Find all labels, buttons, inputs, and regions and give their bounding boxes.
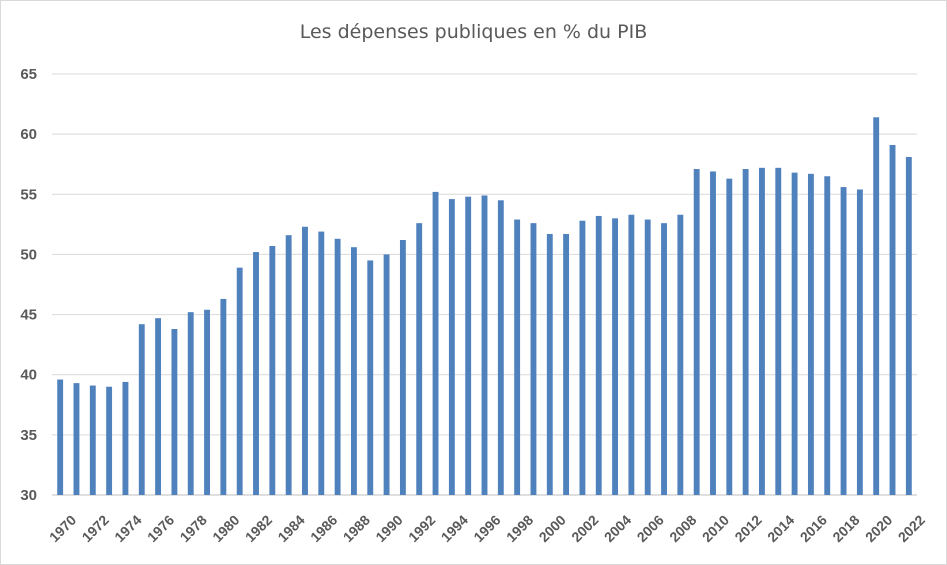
bar-1993	[432, 191, 439, 495]
x-tick-label: 1980	[209, 512, 242, 545]
y-tick-label: 45	[20, 307, 37, 324]
bar-1992	[416, 223, 423, 495]
chart-title: Les dépenses publiques en % du PIB	[299, 21, 648, 43]
x-tick-label: 2010	[699, 512, 732, 545]
x-tick-label: 1974	[111, 512, 144, 545]
x-tick-label: 2022	[895, 512, 928, 545]
bar-2005	[628, 214, 635, 495]
y-tick-label: 60	[20, 126, 37, 143]
y-tick-label: 50	[20, 246, 37, 263]
y-tick-label: 30	[20, 487, 37, 504]
x-tick-label: 1992	[405, 512, 438, 545]
bar-2013	[759, 167, 765, 495]
x-tick-label: 2002	[568, 512, 601, 545]
bar-2010	[710, 171, 716, 495]
bar-1997	[497, 200, 504, 496]
bar-2011	[726, 178, 733, 496]
bar-1999	[530, 223, 537, 495]
bar-1971	[73, 383, 80, 495]
x-tick-label: 2008	[666, 512, 699, 545]
y-tick-label: 65	[20, 66, 37, 83]
bar-2017	[824, 176, 831, 495]
x-tick-label: 2012	[731, 512, 764, 545]
x-axis-ticks: 1970 1972 1974 1976 1978 1980 1982 1984 1986 1988…	[46, 512, 928, 545]
y-axis-ticks: 30 35 40 45 50 55 60 65	[20, 66, 37, 504]
bar-2018	[840, 187, 847, 495]
bar-1994	[448, 199, 455, 495]
x-tick-label: 2000	[536, 512, 569, 545]
bar-1979	[204, 309, 210, 495]
x-tick-label: 1998	[503, 512, 536, 545]
bar-2001	[563, 233, 570, 496]
bar-2019	[856, 189, 863, 495]
bar-2007	[661, 223, 667, 495]
x-tick-label: 1988	[340, 512, 373, 545]
x-tick-label: 2016	[797, 512, 830, 545]
x-tick-label: 1970	[46, 512, 79, 545]
bar-1985	[302, 226, 308, 495]
bar-1996	[481, 195, 488, 495]
bar-1980	[220, 298, 227, 495]
bar-1990	[383, 254, 390, 495]
y-tick-label: 40	[20, 367, 37, 384]
x-tick-label: 1990	[372, 512, 405, 545]
bar-1987	[334, 238, 341, 495]
bar-2008	[677, 214, 684, 495]
x-tick-label: 1982	[242, 512, 275, 545]
bar-1976	[155, 318, 162, 495]
x-tick-label: 2004	[601, 512, 634, 545]
bar-2006	[644, 219, 651, 495]
x-tick-label: 1984	[274, 512, 307, 545]
bar-2000	[546, 233, 553, 496]
bar-1977	[171, 329, 178, 495]
bar-2021	[889, 144, 896, 495]
bar-2016	[807, 173, 814, 495]
x-tick-label: 1986	[307, 512, 340, 545]
bar-1991	[399, 239, 406, 495]
x-tick-label: 2020	[862, 512, 895, 545]
x-tick-label: 2018	[829, 512, 862, 545]
bar-2020	[873, 117, 880, 495]
x-tick-label: 1972	[79, 512, 112, 545]
x-tick-label: 1978	[177, 512, 210, 545]
x-tick-label: 2014	[764, 512, 797, 545]
bar-1970	[57, 379, 64, 495]
bar-1984	[285, 235, 292, 495]
x-tick-label: 1994	[438, 512, 471, 545]
bar-1974	[122, 381, 129, 495]
bar-1972	[89, 385, 96, 495]
y-tick-label: 55	[20, 186, 37, 203]
bar-2009	[693, 169, 700, 496]
y-tick-label: 35	[20, 427, 37, 444]
bar-1998	[514, 219, 521, 495]
bar-2003	[595, 215, 602, 496]
x-tick-label: 1976	[144, 512, 177, 545]
bar-2015	[791, 172, 798, 496]
bar-2012	[742, 169, 749, 496]
bar-1995	[465, 196, 472, 496]
bars	[57, 117, 912, 496]
bar-1983	[269, 246, 276, 495]
bar-2002	[579, 220, 586, 495]
bar-2004	[612, 218, 619, 496]
bar-1989	[367, 260, 374, 495]
bar-1973	[106, 386, 113, 495]
bar-1978	[187, 312, 194, 495]
bar-1981	[236, 267, 243, 495]
bar-1982	[253, 252, 259, 495]
x-tick-label: 1996	[470, 512, 503, 545]
bar-2022	[905, 156, 912, 496]
bar-1986	[318, 231, 325, 495]
bar-1975	[138, 324, 145, 495]
bar-1988	[350, 247, 357, 495]
bar-2014	[775, 167, 782, 495]
x-tick-label: 2006	[633, 512, 666, 545]
